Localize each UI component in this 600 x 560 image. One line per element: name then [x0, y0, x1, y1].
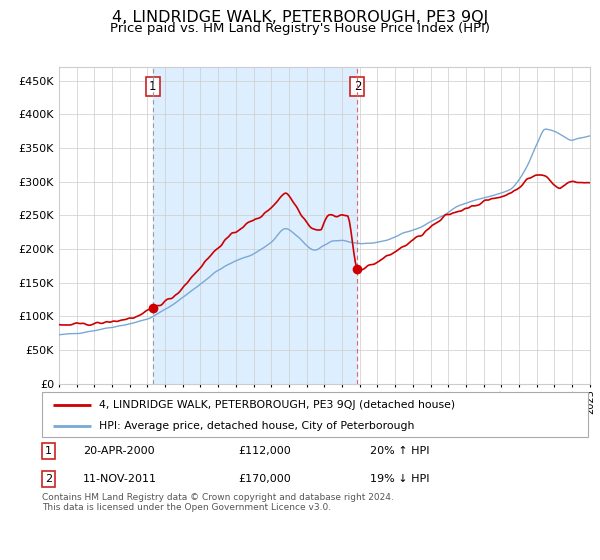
Text: 2: 2 — [353, 80, 361, 93]
Text: £170,000: £170,000 — [239, 474, 292, 484]
Text: 1: 1 — [149, 80, 157, 93]
Bar — [152, 67, 358, 384]
Text: 4, LINDRIDGE WALK, PETERBOROUGH, PE3 9QJ: 4, LINDRIDGE WALK, PETERBOROUGH, PE3 9QJ — [112, 10, 488, 25]
Text: 20-APR-2000: 20-APR-2000 — [83, 446, 155, 456]
Text: 4, LINDRIDGE WALK, PETERBOROUGH, PE3 9QJ (detached house): 4, LINDRIDGE WALK, PETERBOROUGH, PE3 9QJ… — [100, 399, 455, 409]
Text: 11-NOV-2011: 11-NOV-2011 — [83, 474, 157, 484]
Text: 20% ↑ HPI: 20% ↑ HPI — [370, 446, 429, 456]
Text: 19% ↓ HPI: 19% ↓ HPI — [370, 474, 429, 484]
Text: 2: 2 — [45, 474, 52, 484]
Text: 1: 1 — [45, 446, 52, 456]
Text: HPI: Average price, detached house, City of Peterborough: HPI: Average price, detached house, City… — [100, 421, 415, 431]
Text: £112,000: £112,000 — [239, 446, 292, 456]
Text: Contains HM Land Registry data © Crown copyright and database right 2024.
This d: Contains HM Land Registry data © Crown c… — [42, 493, 394, 512]
Text: Price paid vs. HM Land Registry's House Price Index (HPI): Price paid vs. HM Land Registry's House … — [110, 22, 490, 35]
